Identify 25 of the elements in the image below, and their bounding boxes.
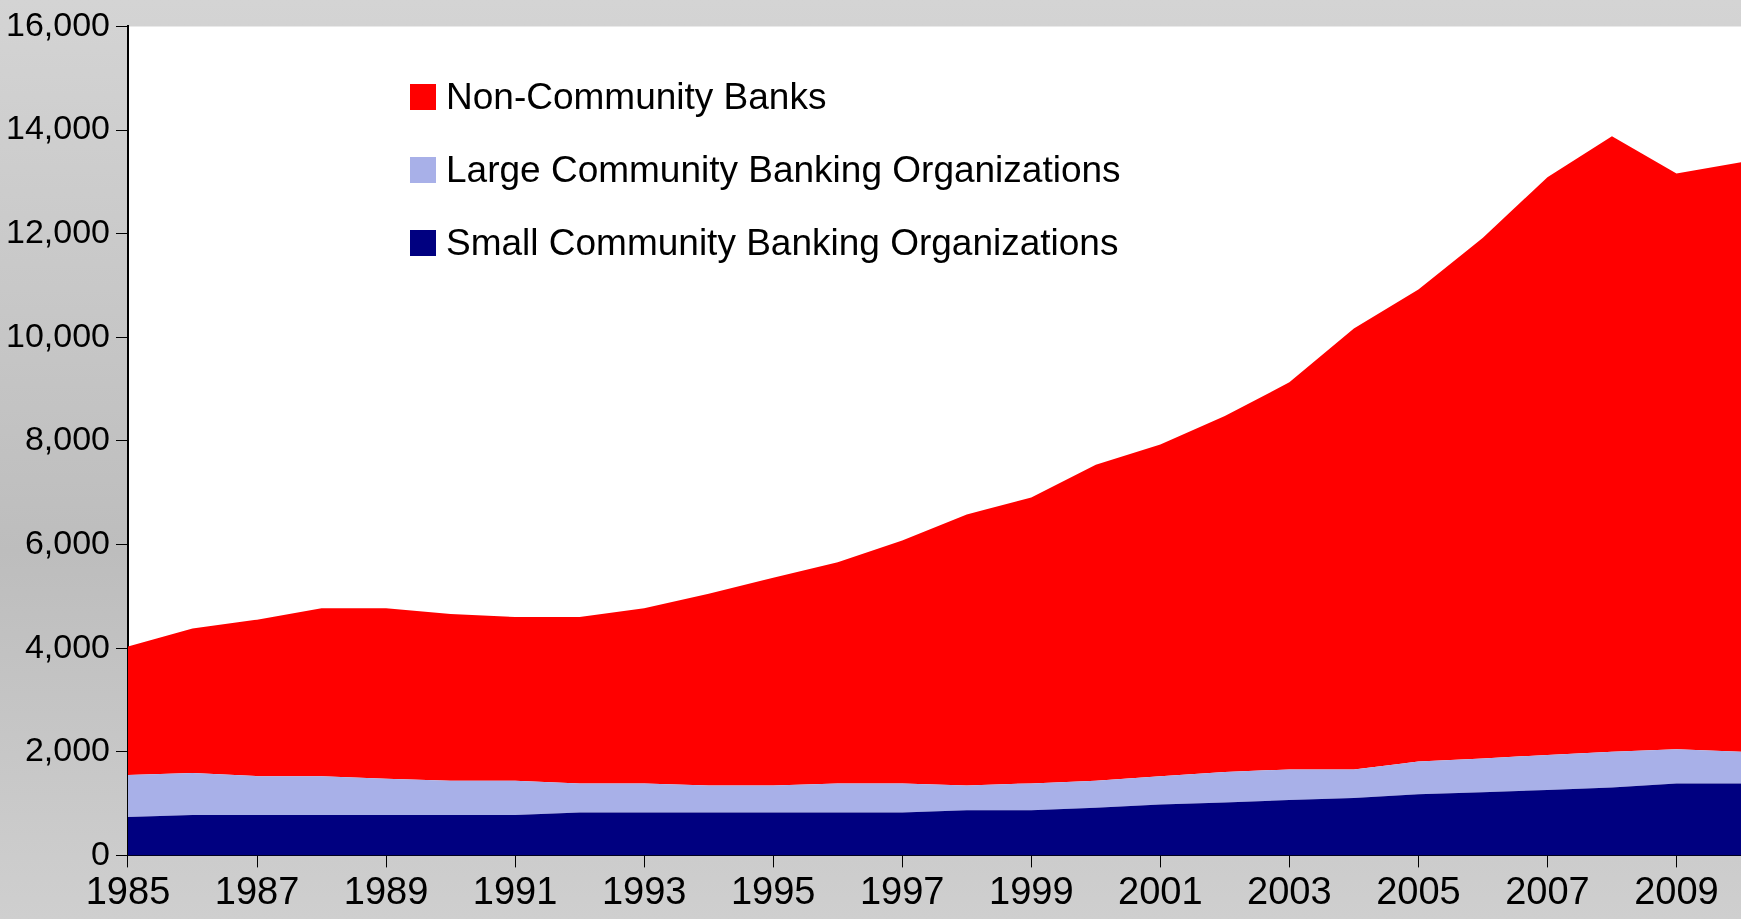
y-tick-label: 14,000	[5, 108, 110, 147]
x-tick-label: 1991	[472, 869, 558, 912]
x-tick-label: 2001	[1118, 869, 1203, 912]
x-tick-label: 1999	[989, 869, 1074, 912]
x-tick-label: 1989	[343, 869, 429, 912]
y-tick-label: 6,000	[24, 522, 110, 561]
x-tick-label: 2009	[1634, 869, 1719, 912]
legend-label: Small Community Banking Organizations	[446, 221, 1119, 264]
y-tick-label: 12,000	[5, 212, 110, 251]
x-tick-label: 1987	[214, 869, 300, 912]
x-tick-label: 1993	[601, 869, 687, 912]
x-tick-label: 2005	[1376, 869, 1461, 912]
y-tick-label: 8,000	[24, 419, 110, 458]
x-tick-label: 2007	[1505, 869, 1590, 912]
y-tick-label: 0	[91, 833, 110, 872]
legend-label: Large Community Banking Organizations	[446, 148, 1121, 191]
legend-label: Non-Community Banks	[446, 75, 827, 118]
y-tick-label: 16,000	[5, 4, 110, 43]
x-tick-label: 1997	[859, 869, 945, 912]
x-tick-label: 2003	[1247, 869, 1332, 912]
y-tick-label: 10,000	[5, 315, 110, 354]
x-tick-label: 1995	[730, 869, 816, 912]
x-tick-label: 1985	[85, 869, 171, 912]
y-tick-label: 4,000	[24, 626, 110, 665]
y-tick-label: 2,000	[24, 730, 110, 769]
